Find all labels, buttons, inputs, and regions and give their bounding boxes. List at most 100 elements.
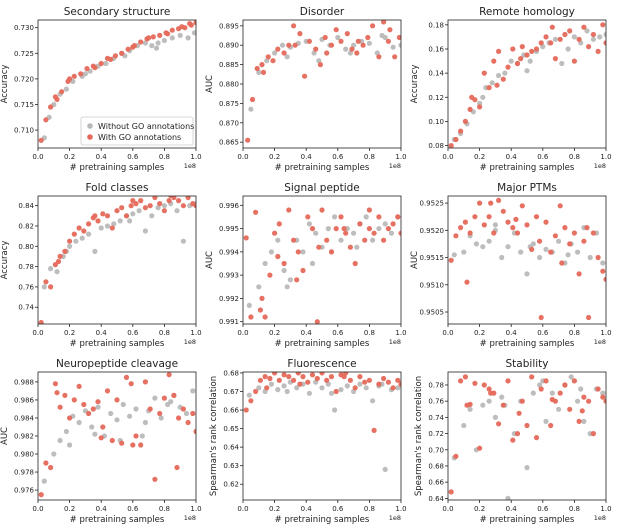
point-without-go (347, 50, 353, 56)
y-tick-label: 0.16 (428, 45, 444, 53)
point-with-go (464, 402, 470, 408)
point-with-go (176, 198, 182, 204)
y-tick-label: 0.74 (18, 304, 34, 312)
point-with-go (128, 203, 134, 209)
point-without-go (108, 410, 114, 417)
point-with-go (245, 137, 251, 143)
point-with-go (38, 492, 44, 498)
point-with-go (319, 372, 325, 376)
point-with-go (581, 24, 587, 30)
y-tick-label: 0.62 (223, 481, 239, 489)
x-tick-label: 0.6 (332, 505, 344, 513)
point-without-go (351, 230, 357, 236)
y-tick-label: 0.715 (14, 101, 34, 109)
point-with-go (152, 476, 158, 482)
point-without-go (127, 413, 133, 419)
point-with-go (477, 200, 483, 206)
point-with-go (603, 40, 606, 46)
point-with-go (328, 42, 335, 48)
x-tick-label: 0.4 (96, 505, 108, 513)
point-with-go (166, 198, 172, 204)
y-tick-label: 0.885 (219, 61, 239, 69)
point-with-go (603, 276, 606, 282)
y-tick-label: 0.890 (219, 42, 239, 50)
panel-1: Secondary structure 0.0 0.2 0.4 0.6 0.8 1.01e8… (0, 6, 202, 173)
point-with-go (286, 374, 292, 380)
point-with-go (54, 390, 60, 396)
point-with-go (286, 42, 292, 48)
scatter-points (38, 196, 196, 324)
legend-label: Without GO annotations (98, 122, 194, 131)
point-with-go (519, 203, 525, 209)
point-with-go (185, 196, 191, 201)
point-without-go (149, 43, 155, 49)
point-without-go (461, 249, 467, 255)
point-without-go (496, 72, 502, 79)
point-without-go (473, 241, 479, 247)
point-without-go (114, 417, 120, 423)
point-with-go (458, 378, 464, 384)
y-axis-label: AUC (410, 251, 420, 269)
point-with-go (48, 104, 54, 110)
point-with-go (519, 398, 525, 404)
point-without-go (63, 86, 69, 92)
point-without-go (363, 214, 369, 220)
y-tick-label: 0.74 (428, 414, 444, 422)
point-with-go (338, 38, 344, 44)
point-with-go (193, 203, 196, 209)
point-without-go (543, 246, 549, 252)
point-with-go (119, 440, 125, 446)
point-without-go (505, 244, 511, 250)
point-without-go (76, 419, 82, 426)
panel-title: Disorder (300, 6, 345, 18)
point-with-go (347, 244, 353, 250)
point-with-go (496, 48, 502, 55)
point-with-go (71, 73, 77, 79)
point-with-go (552, 56, 559, 62)
point-without-go (390, 44, 396, 50)
point-with-go (286, 207, 292, 213)
point-with-go (146, 35, 152, 41)
point-with-go (243, 235, 249, 241)
x-tick-label: 0.4 (506, 505, 518, 513)
point-without-go (480, 244, 486, 250)
point-with-go (552, 233, 559, 239)
point-without-go (268, 249, 274, 255)
point-without-go (388, 230, 395, 236)
x-exponent: 1e8 (389, 162, 401, 170)
point-without-go (335, 34, 341, 41)
point-with-go (324, 237, 330, 243)
point-with-go (344, 30, 350, 37)
point-without-go (332, 214, 338, 220)
point-without-go (152, 395, 158, 401)
point-without-go (486, 398, 492, 404)
x-axis-label: # pretraining samples (70, 163, 165, 173)
point-with-go (276, 377, 282, 383)
point-with-go (114, 208, 120, 214)
point-with-go (62, 392, 68, 398)
point-without-go (575, 398, 581, 404)
scatter-points (243, 207, 401, 324)
point-with-go (43, 117, 49, 123)
point-with-go (171, 392, 177, 398)
point-with-go (538, 386, 544, 392)
point-with-go (581, 394, 587, 400)
point-without-go (92, 248, 98, 254)
point-without-go (338, 387, 344, 393)
point-without-go (284, 388, 290, 395)
panel-title: Major PTMs (497, 182, 557, 194)
point-with-go (357, 221, 363, 227)
point-with-go (600, 268, 606, 274)
point-with-go (95, 218, 101, 224)
point-with-go (98, 435, 104, 441)
point-with-go (505, 219, 511, 225)
point-with-go (559, 260, 565, 266)
point-without-go (158, 415, 164, 421)
point-with-go (81, 401, 87, 408)
point-with-go (464, 279, 470, 285)
point-without-go (180, 238, 186, 244)
point-without-go (127, 218, 133, 224)
point-without-go (57, 437, 63, 444)
